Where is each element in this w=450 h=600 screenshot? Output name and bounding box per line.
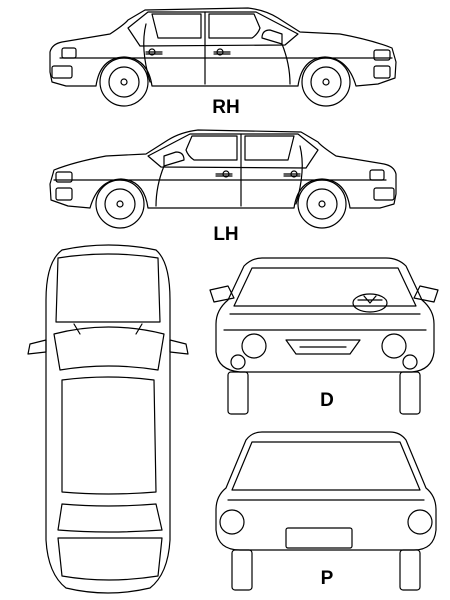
- mirror: [261, 29, 283, 45]
- door-seam-rear: [295, 145, 303, 205]
- tyre-left: [231, 549, 253, 591]
- door-seam-front-edge: [281, 43, 291, 85]
- wheel-front: [301, 57, 351, 107]
- car-side-view-rh[interactable]: [49, 7, 397, 107]
- a-pillar-line: [73, 323, 143, 335]
- car-top-outline: [45, 244, 171, 594]
- rear-window: [57, 503, 163, 533]
- headlights: [230, 333, 418, 370]
- car-front-view-d[interactable]: [209, 257, 439, 415]
- door-handle-rear: [283, 170, 301, 178]
- car-body-outline: [49, 7, 397, 87]
- label-p: P: [321, 568, 334, 589]
- car-body-outline: [49, 129, 397, 209]
- rear-window: [151, 13, 202, 39]
- tyre-left: [227, 371, 249, 415]
- label-rh: RH: [212, 97, 239, 118]
- mirror-left: [27, 339, 47, 355]
- door-handle-front: [215, 170, 233, 178]
- label-d: D: [320, 390, 334, 411]
- roof: [61, 376, 157, 495]
- windshield: [53, 326, 165, 371]
- hood-line: [223, 313, 427, 331]
- tail-light: [51, 47, 77, 79]
- car-side-view-lh[interactable]: [49, 129, 397, 229]
- tyre-right: [399, 549, 421, 591]
- mirror-left: [209, 285, 235, 303]
- car-rear-view-p[interactable]: [215, 431, 437, 591]
- wheel-front: [95, 179, 145, 229]
- rear-window: [231, 441, 421, 491]
- hood: [55, 253, 161, 323]
- wheel-rear: [99, 57, 149, 107]
- grille: [285, 339, 361, 355]
- mirror-right: [169, 339, 189, 355]
- label-lh: LH: [213, 224, 238, 245]
- door-seam-front-edge: [155, 165, 165, 207]
- car-roofline: [127, 11, 299, 47]
- rear-window: [244, 135, 295, 161]
- door-seam-rear: [143, 23, 151, 83]
- front-window: [208, 13, 261, 39]
- trunk: [57, 537, 163, 581]
- wheel-rear: [297, 179, 347, 229]
- head-light: [373, 49, 391, 79]
- car-roofline: [147, 133, 319, 169]
- windshield: [233, 267, 417, 307]
- front-window: [185, 135, 238, 161]
- door-handle-front: [213, 48, 231, 56]
- tyre-right: [399, 371, 421, 415]
- car-top-view[interactable]: [27, 244, 189, 594]
- door-handle-rear: [145, 48, 163, 56]
- tail-lights: [219, 509, 433, 535]
- mirror: [163, 151, 185, 167]
- head-light: [55, 171, 73, 201]
- license-plate: [285, 527, 353, 549]
- steering-wheel: [352, 293, 388, 313]
- tail-light: [369, 169, 395, 201]
- mirror-right: [413, 285, 439, 303]
